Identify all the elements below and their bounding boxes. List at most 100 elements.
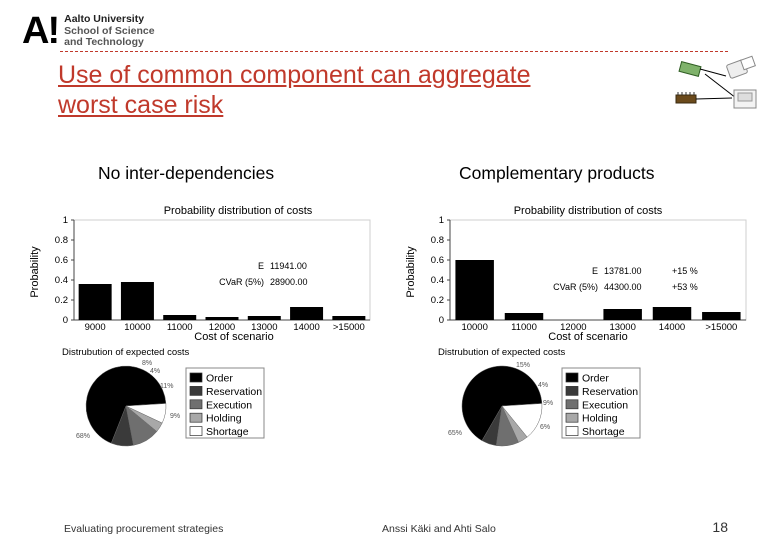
right-x-tick-label: 11000	[511, 322, 537, 333]
right-annotation-cvar-label: CVaR (5%)	[553, 282, 598, 292]
left-pie-label-4: 9%	[170, 413, 180, 420]
right-pie-slice	[501, 403, 543, 438]
left-legend-swatch	[189, 426, 203, 436]
right-bars	[455, 260, 741, 320]
right-legend-swatch	[565, 426, 579, 436]
left-x-tick-label: 10000	[124, 322, 150, 333]
right-annotation-cvar-value: 44300.00	[604, 282, 642, 292]
left-y-tick-label: 0	[63, 315, 68, 326]
pcb-component-icon	[678, 60, 702, 78]
left-pie-slice	[85, 365, 167, 444]
logo-line-3: and Technology	[64, 36, 144, 48]
left-bar-chart: Probability distribution of costs Probab…	[29, 205, 371, 343]
left-annotation-cvar-label: CVaR (5%)	[219, 277, 264, 287]
right-legend-label: Holding	[582, 413, 618, 425]
right-legend-swatch	[565, 412, 579, 423]
logo-line-2: School of Science	[64, 24, 155, 37]
left-bar-xlabel: Cost of scenario	[194, 331, 273, 343]
right-plot-frame	[449, 219, 747, 321]
footer-left: Evaluating procurement strategies	[64, 523, 224, 535]
right-bar	[603, 309, 642, 320]
left-bar	[78, 284, 112, 320]
logo-line-1: Aalto University	[64, 13, 145, 25]
right-x-ticks: 10000 11000 12000 13000 14000 >15000	[461, 322, 737, 333]
right-y-ticks: 0 0.2 0.4 0.6 0.8 1	[431, 215, 450, 326]
left-plot-frame	[73, 219, 371, 321]
left-legend-swatch	[189, 399, 203, 410]
left-x-tick-label: >15000	[333, 322, 365, 333]
left-annotation-cvar-value: 28900.00	[270, 277, 308, 287]
slide-title: Use of common component can aggregate wo…	[58, 60, 618, 120]
right-x-tick-label: 14000	[659, 322, 685, 333]
left-bar	[205, 317, 239, 320]
right-x-tick-label: 12000	[560, 322, 586, 333]
page-number: 18	[712, 519, 728, 535]
left-legend-label: Reservation	[206, 386, 262, 398]
right-y-tick-label: 0.4	[431, 275, 444, 286]
right-legend-label: Shortage	[582, 426, 625, 438]
right-annotation-e-value: 13781.00	[604, 266, 642, 276]
right-bar	[652, 307, 692, 320]
aalto-logo: A! Aalto University School of Science an…	[22, 12, 155, 50]
left-pie-label-2: 4%	[150, 368, 160, 375]
right-y-tick-label: 0.6	[431, 255, 444, 266]
left-bars	[78, 282, 366, 320]
left-bar	[163, 315, 197, 320]
left-pie-label-1: 8%	[142, 360, 152, 367]
right-x-tick-label: >15000	[705, 322, 737, 333]
right-pie-slices	[461, 365, 543, 447]
left-pie-label-3: 11%	[160, 383, 174, 390]
right-bar	[455, 260, 494, 320]
right-x-tick-label: 10000	[461, 322, 487, 333]
left-x-tick-label: 14000	[293, 322, 319, 333]
left-bar	[120, 282, 154, 320]
left-x-tick-label: 11000	[167, 322, 193, 333]
right-pie-chart: Distrubution of expected costs 15% 4% 9%…	[438, 347, 641, 447]
left-y-tick-label: 0.4	[55, 275, 68, 286]
left-bar	[247, 316, 281, 320]
right-bar	[702, 312, 741, 320]
left-x-ticks: 9000 10000 11000 12000 13000 14000 >15000	[85, 322, 365, 333]
left-legend-label: Execution	[206, 399, 252, 411]
left-y-tick-label: 0.6	[55, 255, 68, 266]
left-x-tick-label: 9000	[85, 322, 106, 333]
right-bar-chart: Probability distribution of costs Probab…	[405, 205, 747, 343]
left-annotation-e-value: 11941.00	[270, 261, 307, 271]
right-y-tick-label: 0	[439, 315, 444, 326]
slide-title-line-1: Use of common component can aggregate	[58, 61, 531, 89]
header-divider	[60, 51, 728, 52]
right-section-title: Complementary products	[459, 163, 655, 183]
left-legend-swatch	[189, 412, 203, 423]
right-y-tick-label: 0.8	[431, 235, 444, 246]
left-bar	[290, 307, 324, 320]
left-y-tick-label: 0.2	[55, 295, 68, 306]
right-pie-label-1: 15%	[516, 362, 530, 369]
right-y-tick-label: 1	[439, 215, 444, 226]
left-section-title: No inter-dependencies	[98, 163, 275, 183]
right-annotation-cvar-delta: +53 %	[672, 282, 698, 292]
right-bar-xlabel: Cost of scenario	[548, 331, 627, 343]
supply-chain-illustration	[675, 55, 757, 109]
left-pie-label-5: 68%	[76, 433, 90, 440]
right-pie-slice	[461, 365, 543, 441]
left-legend-swatch	[189, 386, 203, 396]
left-pie-slice	[125, 403, 167, 424]
left-pie-chart: Distrubution of expected costs 8% 4% 11%…	[62, 347, 265, 447]
left-annotation-e-label: E	[258, 261, 264, 271]
phone-icon	[726, 55, 756, 79]
right-legend-label: Order	[582, 373, 609, 385]
left-legend-swatch	[189, 372, 203, 383]
right-y-tick-label: 0.2	[431, 295, 444, 306]
left-y-ticks: 0 0.2 0.4 0.6 0.8 1	[55, 215, 74, 326]
right-legend-swatch	[565, 372, 579, 383]
left-legend-label: Holding	[206, 413, 242, 425]
left-bar-title: Probability distribution of costs	[164, 205, 313, 217]
left-y-tick-label: 0.8	[55, 235, 68, 246]
footer-center: Anssi Käki and Ahti Salo	[382, 523, 496, 535]
right-pie-label-5: 65%	[448, 430, 462, 437]
arrow-lines	[695, 68, 737, 100]
right-pie-label-2: 4%	[538, 382, 548, 389]
logo-text: Aalto University School of Science and T…	[64, 13, 155, 49]
